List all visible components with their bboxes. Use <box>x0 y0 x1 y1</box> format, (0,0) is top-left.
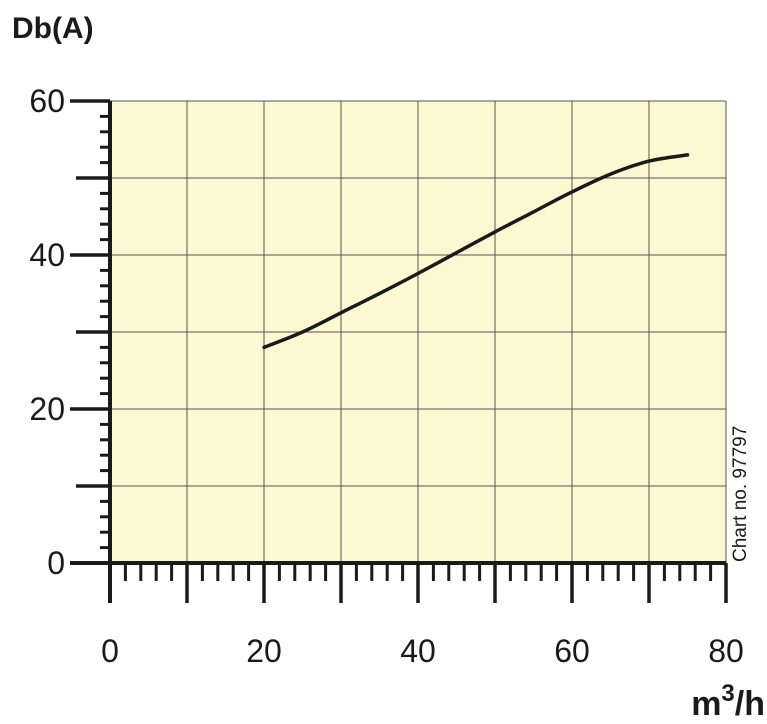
x-axis-label-tail: /h <box>735 685 765 723</box>
x-tick-label: 60 <box>554 633 590 669</box>
x-axis-label: m3/h <box>691 680 765 723</box>
series-line <box>262 153 690 350</box>
y-tick-label: 40 <box>29 237 65 273</box>
x-tick-label: 20 <box>246 633 282 669</box>
chart-number-note: Chart no. 97797 <box>730 426 751 562</box>
y-tick-label: 60 <box>29 83 65 119</box>
grid-lines <box>110 100 727 563</box>
axes <box>70 99 728 603</box>
x-tick-label: 80 <box>708 633 744 669</box>
x-axis-label-base: m <box>691 685 721 723</box>
y-tick-label: 0 <box>47 545 65 581</box>
x-axis-label-sup: 3 <box>721 680 734 707</box>
y-tick-label: 20 <box>29 391 65 427</box>
y-axis-label: Db(A) <box>12 12 94 45</box>
x-tick-label: 0 <box>101 633 119 669</box>
x-tick-label: 40 <box>400 633 436 669</box>
tick-labels: 0 20 40 60 0 20 40 60 80 <box>29 83 743 669</box>
